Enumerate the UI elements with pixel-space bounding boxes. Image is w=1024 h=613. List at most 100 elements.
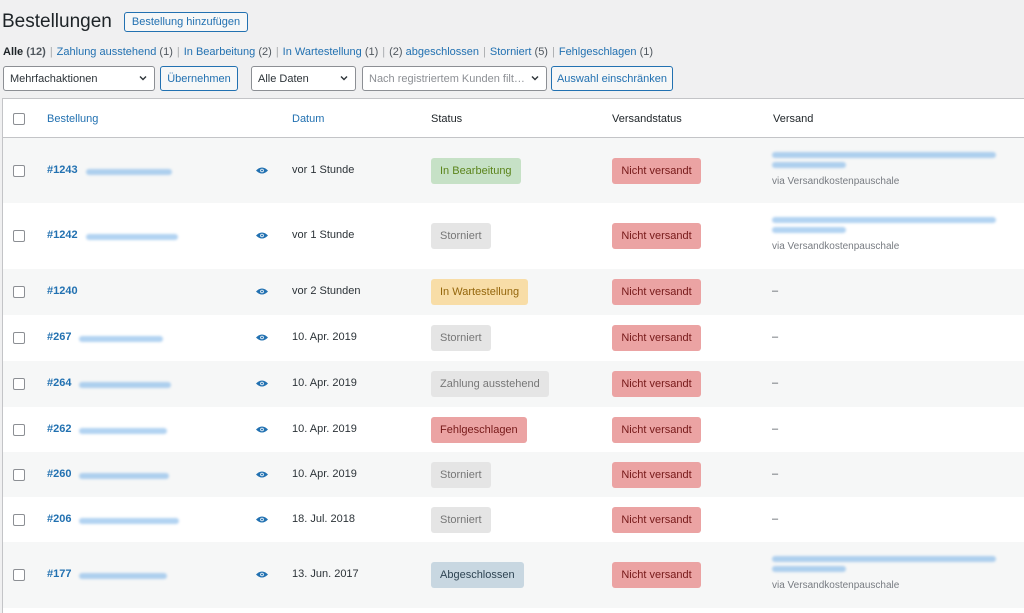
eye-icon[interactable] bbox=[255, 333, 269, 342]
order-link[interactable]: #267 bbox=[47, 331, 72, 343]
shipping-empty: – bbox=[772, 423, 779, 435]
filter-label: In Bearbeitung bbox=[183, 46, 256, 58]
filter-link[interactable]: Alle (12) bbox=[3, 46, 46, 58]
filter-link[interactable]: Storniert (5) bbox=[490, 46, 548, 58]
order-link[interactable]: #260 bbox=[47, 468, 72, 480]
eye-icon[interactable] bbox=[255, 515, 269, 524]
status-badge: Abgeschlossen bbox=[431, 562, 524, 588]
shipping-address-redacted bbox=[772, 217, 996, 223]
order-date: vor 2 Stunden bbox=[292, 285, 361, 297]
chevron-down-icon bbox=[340, 76, 348, 81]
apply-button[interactable]: Übernehmen bbox=[160, 66, 238, 91]
status-badge: In Bearbeitung bbox=[431, 158, 521, 184]
status-badge: Storniert bbox=[431, 325, 491, 351]
row-checkbox[interactable] bbox=[13, 469, 25, 481]
row-checkbox[interactable] bbox=[13, 286, 25, 298]
status-badge: In Wartestellung bbox=[431, 279, 529, 305]
filter-link[interactable]: (2) abgeschlossen bbox=[389, 46, 479, 58]
filter-separator: | bbox=[551, 46, 555, 58]
shipping-empty: – bbox=[772, 285, 779, 297]
dates-select[interactable]: Alle Daten bbox=[251, 66, 356, 91]
filter-label: abgeschlossen bbox=[405, 46, 480, 58]
dates-select-label: Alle Daten bbox=[258, 72, 309, 85]
shipping-status-badge: Nicht versandt bbox=[612, 223, 701, 249]
filter-label: Zahlung ausstehend bbox=[56, 46, 157, 58]
order-date: vor 1 Stunde bbox=[292, 164, 355, 176]
customer-name-redacted bbox=[79, 473, 169, 479]
status-badge: Zahlung ausstehend bbox=[431, 371, 549, 397]
table-row[interactable]: #262 10. Apr. 2019 Fehlgeschlagen Nicht ver… bbox=[3, 407, 1024, 452]
eye-icon[interactable] bbox=[255, 379, 269, 388]
filter-link[interactable]: In Wartestellung (1) bbox=[283, 46, 379, 58]
filter-separator: | bbox=[382, 46, 386, 58]
shipping-empty: – bbox=[772, 331, 779, 343]
row-checkbox[interactable] bbox=[13, 424, 25, 436]
order-link[interactable]: #264 bbox=[47, 377, 72, 389]
eye-icon[interactable] bbox=[255, 470, 269, 479]
filter-link[interactable]: In Bearbeitung (2) bbox=[184, 46, 272, 58]
shipping-empty: – bbox=[772, 468, 779, 480]
eye-icon[interactable] bbox=[255, 570, 269, 579]
shipping-status-badge: Nicht versandt bbox=[612, 562, 701, 588]
column-date[interactable]: Datum bbox=[292, 113, 325, 125]
order-link[interactable]: #1240 bbox=[47, 285, 78, 297]
table-row[interactable]: #264 10. Apr. 2019 Zahlung ausstehend Nicht… bbox=[3, 361, 1024, 407]
shipping-status-badge: Nicht versandt bbox=[612, 158, 701, 184]
row-checkbox[interactable] bbox=[13, 332, 25, 344]
row-checkbox[interactable] bbox=[13, 230, 25, 242]
select-all-checkbox[interactable] bbox=[13, 113, 25, 125]
table-row[interactable]: #1242 vor 1 Stunde Storniert Nicht versandt… bbox=[3, 203, 1024, 269]
order-link[interactable]: #262 bbox=[47, 423, 72, 435]
filter-separator: | bbox=[483, 46, 486, 58]
shipping-status-badge: Nicht versandt bbox=[612, 325, 701, 351]
row-checkbox[interactable] bbox=[13, 165, 25, 177]
table-row[interactable]: #1240 vor 2 Stunden In Wartestellung Nicht … bbox=[3, 269, 1024, 315]
row-checkbox[interactable] bbox=[13, 378, 25, 390]
chevron-down-icon bbox=[531, 76, 539, 81]
order-link[interactable]: #206 bbox=[47, 513, 72, 525]
filter-label: Alle bbox=[3, 46, 24, 58]
shipping-address-redacted bbox=[772, 556, 996, 562]
table-row[interactable]: #177 13. Jun. 2017 Abgeschlossen Nicht vers… bbox=[3, 542, 1024, 608]
filter-link[interactable]: Zahlung ausstehend (1) bbox=[57, 46, 173, 58]
shipping-empty: – bbox=[772, 377, 779, 389]
column-shipping-status: Versandstatus bbox=[612, 113, 682, 125]
bulk-actions-select[interactable]: Mehrfachaktionen bbox=[3, 66, 155, 91]
table-row[interactable]: #260 10. Apr. 2019 Storniert Nicht versandt… bbox=[3, 452, 1024, 497]
filter-count: (12) bbox=[26, 46, 46, 58]
table-row[interactable]: #1243 vor 1 Stunde In Bearbeitung Nicht ver… bbox=[3, 138, 1024, 203]
table-row[interactable]: #267 10. Apr. 2019 Storniert Nicht versandt… bbox=[3, 315, 1024, 361]
eye-icon[interactable] bbox=[255, 287, 269, 296]
row-checkbox[interactable] bbox=[13, 569, 25, 581]
table-row[interactable]: #206 18. Jul. 2018 Storniert Nicht versandt… bbox=[3, 497, 1024, 542]
status-badge: Storniert bbox=[431, 507, 491, 533]
order-date: 10. Apr. 2019 bbox=[292, 377, 357, 389]
eye-icon[interactable] bbox=[255, 166, 269, 175]
filter-button[interactable]: Auswahl einschränken bbox=[551, 66, 673, 91]
shipping-method: via Versandkostenpauschale bbox=[772, 241, 900, 252]
order-link[interactable]: #1243 bbox=[47, 164, 78, 176]
status-badge: Storniert bbox=[431, 462, 491, 488]
add-order-button[interactable]: Bestellung hinzufügen bbox=[123, 12, 249, 32]
customer-search-select[interactable]: Nach registriertem Kunden filt… bbox=[362, 66, 547, 91]
column-order[interactable]: Bestellung bbox=[47, 113, 99, 125]
table-header: Bestellung Datum Status Versandstatus Ve… bbox=[3, 99, 1024, 138]
status-badge: Fehlgeschlagen bbox=[431, 417, 527, 443]
order-link[interactable]: #1242 bbox=[47, 229, 78, 241]
status-badge: Storniert bbox=[431, 223, 491, 249]
row-checkbox[interactable] bbox=[13, 514, 25, 526]
shipping-address-redacted bbox=[772, 566, 846, 572]
filter-count: (2) bbox=[258, 46, 272, 58]
eye-icon[interactable] bbox=[255, 231, 269, 240]
shipping-status-badge: Nicht versandt bbox=[612, 279, 701, 305]
status-filter-links: Alle (12) | Zahlung ausstehend (1) | In Bear… bbox=[3, 46, 653, 58]
filter-count: (5) bbox=[534, 46, 548, 58]
order-date: 10. Apr. 2019 bbox=[292, 423, 357, 435]
page-title: Bestellungen bbox=[2, 11, 112, 32]
column-shipping: Versand bbox=[773, 113, 814, 125]
filter-separator: | bbox=[176, 46, 180, 58]
filter-count: (1) bbox=[364, 46, 379, 58]
order-link[interactable]: #177 bbox=[47, 568, 72, 580]
eye-icon[interactable] bbox=[255, 425, 269, 434]
filter-link[interactable]: Fehlgeschlagen (1) bbox=[559, 46, 653, 58]
